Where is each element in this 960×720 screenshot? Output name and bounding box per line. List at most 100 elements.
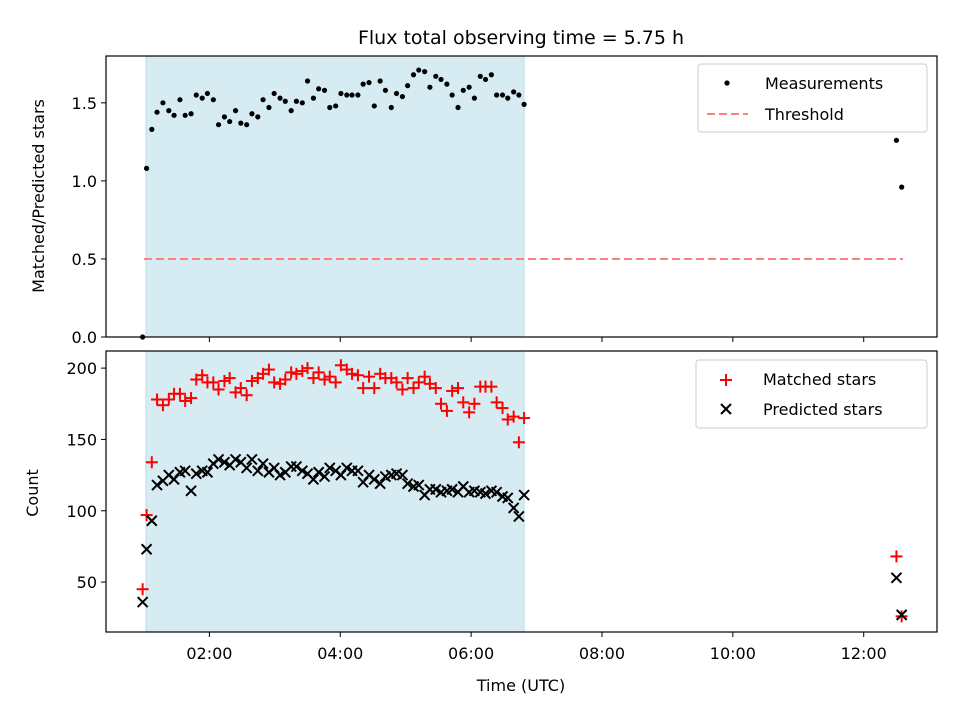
measurement-point bbox=[449, 92, 455, 98]
legend-measurements-marker bbox=[724, 80, 730, 86]
measurement-point bbox=[143, 165, 150, 171]
matched-star-point bbox=[351, 369, 364, 382]
measurement-point bbox=[516, 92, 522, 98]
count-panel: 50 100 150 200 02:00 04:00 06:00 08:00 10:00 12:… bbox=[23, 350, 938, 695]
measurement-point bbox=[232, 108, 239, 114]
legend-predicted-marker bbox=[720, 403, 732, 415]
matched-star-point bbox=[234, 382, 247, 395]
measurement-point bbox=[360, 81, 366, 87]
measurement-point bbox=[193, 92, 199, 98]
legend-measurements-label: Measurements bbox=[765, 74, 883, 93]
measurement-point bbox=[494, 92, 500, 98]
matched-star-point bbox=[207, 376, 220, 389]
matched-star-point bbox=[296, 364, 309, 377]
matched-star-point bbox=[368, 382, 381, 395]
matched-star-point bbox=[285, 366, 298, 379]
x-tick-label: 08:00 bbox=[579, 644, 625, 663]
measurement-point bbox=[299, 100, 305, 106]
measurement-point bbox=[466, 84, 472, 90]
matched-star-point bbox=[212, 383, 225, 396]
ratio-legend-box bbox=[697, 63, 928, 133]
measurement-point bbox=[160, 100, 166, 106]
measurement-point bbox=[210, 97, 216, 103]
measurement-point bbox=[204, 90, 211, 97]
measurement-point bbox=[221, 114, 228, 120]
predicted-star-point bbox=[479, 487, 492, 500]
predicted-star-point bbox=[446, 483, 458, 496]
measurement-point bbox=[355, 92, 361, 98]
chart-title: Flux total observing time = 5.75 h bbox=[358, 27, 684, 49]
matched-star-point bbox=[240, 389, 253, 402]
measurement-point bbox=[399, 93, 406, 100]
predicted-star-point bbox=[212, 453, 225, 466]
matched-star-point bbox=[301, 362, 314, 375]
x-tick-label: 12:00 bbox=[841, 644, 887, 663]
measurement-point bbox=[266, 104, 272, 111]
measurement-point bbox=[377, 78, 383, 84]
predicted-star-point bbox=[507, 502, 520, 514]
measurement-point bbox=[238, 120, 244, 126]
predicted-star-point bbox=[179, 465, 191, 477]
count-axes-frame bbox=[105, 350, 938, 633]
matched-star-point bbox=[173, 387, 186, 400]
matched-star-point bbox=[429, 382, 442, 395]
matched-star-point bbox=[401, 372, 414, 385]
predicted-star-point bbox=[146, 515, 158, 527]
ratio-legend: Measurements Threshold bbox=[697, 63, 928, 133]
measurement-point bbox=[166, 108, 172, 114]
predicted-star-point bbox=[890, 572, 903, 584]
y-tick-label: 100 bbox=[66, 502, 97, 521]
predicted-star-point bbox=[368, 473, 380, 486]
predicted-star-point bbox=[518, 489, 530, 501]
predicted-star-point bbox=[151, 479, 163, 491]
x-tick-label: 06:00 bbox=[448, 644, 494, 663]
measurement-point bbox=[371, 103, 377, 109]
predicted-star-point bbox=[140, 543, 153, 555]
predicted-star-point bbox=[218, 456, 231, 468]
measurement-point bbox=[499, 92, 506, 98]
measurement-point bbox=[482, 76, 489, 83]
measurement-point bbox=[477, 73, 483, 79]
predicted-star-point bbox=[318, 470, 331, 483]
measurement-point bbox=[410, 72, 417, 78]
ratio-axes-frame bbox=[105, 55, 938, 338]
measurement-point bbox=[344, 92, 350, 98]
measurement-point bbox=[310, 95, 317, 101]
predicted-star-point bbox=[185, 485, 197, 497]
measurement-point bbox=[171, 112, 177, 118]
measurement-point bbox=[188, 111, 194, 117]
measurement-point bbox=[277, 95, 283, 101]
matched-star-point bbox=[485, 380, 498, 393]
count-y-axis-label: Count bbox=[23, 469, 42, 517]
matched-star-point bbox=[396, 383, 409, 396]
matched-star-point bbox=[357, 382, 370, 395]
predicted-star-point bbox=[229, 453, 242, 466]
measurement-point bbox=[349, 92, 355, 98]
matched-star-point bbox=[890, 550, 903, 563]
measurement-point bbox=[249, 111, 255, 117]
measurement-point bbox=[271, 90, 277, 97]
measurement-point bbox=[505, 95, 511, 101]
predicted-star-point bbox=[257, 457, 269, 470]
measurement-point bbox=[471, 95, 477, 101]
y-tick-label: 1.0 bbox=[72, 172, 97, 191]
measurement-point bbox=[321, 87, 328, 93]
measurement-point bbox=[293, 98, 300, 104]
matched-star-point bbox=[245, 374, 258, 387]
matched-star-point bbox=[435, 397, 448, 410]
matched-star-point bbox=[457, 396, 470, 409]
predicted-star-point bbox=[895, 609, 908, 621]
matched-star-point bbox=[329, 376, 342, 389]
matched-star-point bbox=[262, 363, 275, 376]
predicted-star-point bbox=[430, 483, 442, 496]
x-axis-label: Time (UTC) bbox=[476, 676, 565, 695]
measurement-point bbox=[455, 104, 461, 111]
predicted-star-point bbox=[324, 462, 336, 474]
measurement-point bbox=[244, 122, 250, 128]
predicted-star-point bbox=[307, 473, 320, 486]
ratio-y-axis-label: Matched/Predicted stars bbox=[29, 99, 48, 293]
legend-threshold-label: Threshold bbox=[764, 105, 844, 124]
measurement-point bbox=[255, 114, 261, 120]
matched-star-point bbox=[468, 397, 481, 410]
measurement-point bbox=[893, 137, 900, 143]
